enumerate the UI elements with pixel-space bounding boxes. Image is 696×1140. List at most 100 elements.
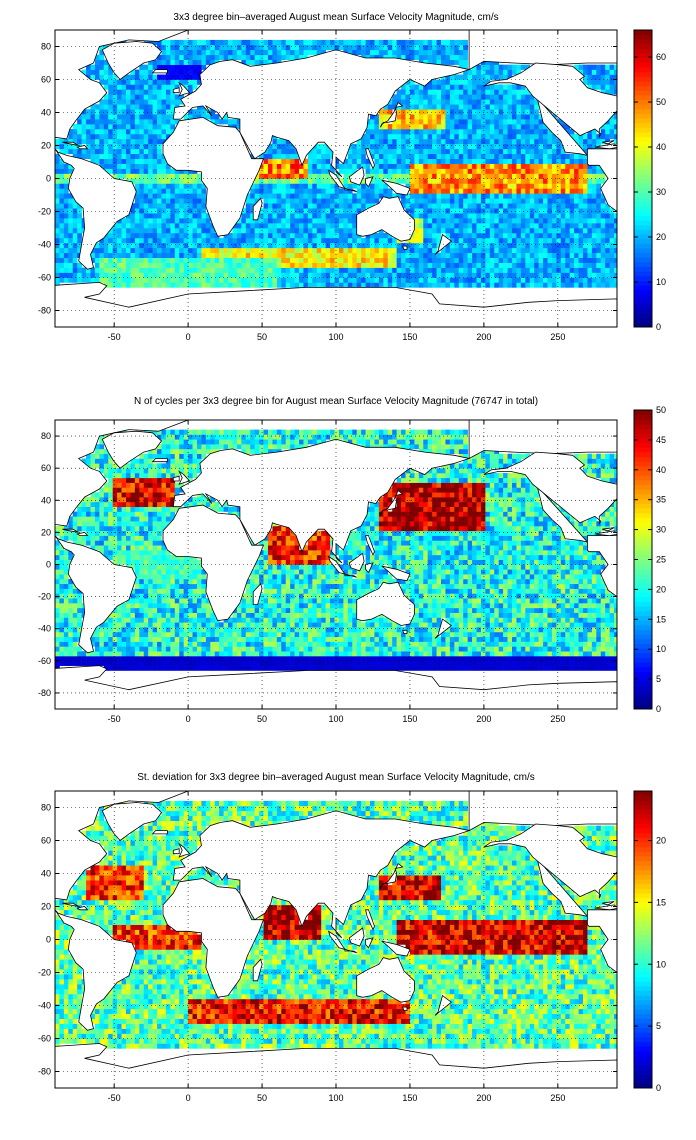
heatmap-cell <box>605 228 610 234</box>
heatmap-cell <box>201 237 207 244</box>
heatmap-cell <box>472 168 477 174</box>
heatmap-cell <box>316 168 322 174</box>
heatmap-cell <box>148 109 153 115</box>
heatmap-cell <box>148 138 153 145</box>
heatmap-cell <box>272 203 278 209</box>
heatmap-cell <box>121 282 127 288</box>
heatmap-cell <box>600 69 606 75</box>
heatmap-cell <box>427 277 433 283</box>
heatmap-cell <box>454 59 460 65</box>
heatmap-cell <box>374 257 380 263</box>
landmass <box>587 148 617 212</box>
heatmap-cell <box>338 198 344 204</box>
heatmap-cell <box>245 651 251 657</box>
heatmap-cell <box>520 89 526 95</box>
heatmap-cell <box>511 94 517 100</box>
heatmap-cell <box>134 282 140 288</box>
heatmap-cell <box>387 39 393 46</box>
heatmap-cell <box>370 247 375 254</box>
heatmap-cell <box>192 114 198 120</box>
heatmap-cell <box>108 656 113 662</box>
heatmap-cell <box>414 651 420 657</box>
heatmap-cell <box>596 218 602 224</box>
heatmap-cell <box>338 208 344 214</box>
heatmap-cell <box>143 237 149 244</box>
heatmap-cell <box>294 252 300 258</box>
heatmap-cell <box>463 252 468 258</box>
heatmap-cell <box>503 124 508 130</box>
heatmap-cell <box>503 138 508 145</box>
heatmap-cell <box>117 99 122 105</box>
heatmap-cell <box>259 44 264 51</box>
heatmap-cell <box>134 257 140 263</box>
heatmap-cell <box>534 104 539 110</box>
heatmap-cell <box>560 242 566 249</box>
heatmap-cell <box>263 247 269 254</box>
heatmap-cell <box>179 277 184 283</box>
heatmap-cell <box>117 656 122 662</box>
heatmap-cell <box>210 114 216 120</box>
heatmap-cell <box>90 124 96 130</box>
heatmap-cell <box>210 272 216 278</box>
heatmap-cell <box>436 94 442 100</box>
heatmap-cell <box>534 208 539 214</box>
heatmap-cell <box>423 99 428 105</box>
heatmap-cell <box>267 148 273 155</box>
heatmap-cell <box>436 99 442 105</box>
heatmap-cell <box>312 158 318 164</box>
heatmap-cell <box>338 218 344 224</box>
heatmap-cell <box>312 651 318 657</box>
heatmap-cell <box>325 148 331 155</box>
heatmap-cell <box>365 267 371 273</box>
heatmap-cell <box>99 59 105 65</box>
heatmap-cell <box>334 257 340 263</box>
heatmap-cell <box>467 651 473 657</box>
heatmap-cell <box>507 129 513 135</box>
heatmap-cell <box>112 74 118 80</box>
heatmap-cell <box>223 242 229 249</box>
heatmap-cell <box>290 183 295 189</box>
heatmap-cell <box>272 272 278 278</box>
heatmap-cell <box>356 158 362 164</box>
heatmap-cell <box>370 178 375 184</box>
heatmap-cell <box>347 223 353 229</box>
heatmap-cell <box>134 277 140 283</box>
heatmap-cell <box>205 213 211 219</box>
heatmap-cell <box>476 129 482 135</box>
heatmap-cell <box>432 173 437 179</box>
heatmap-cell <box>480 183 486 189</box>
heatmap-cell <box>55 277 60 283</box>
heatmap-cell <box>201 39 207 46</box>
heatmap-cell <box>525 119 531 125</box>
heatmap-cell <box>494 257 499 263</box>
heatmap-cell <box>214 119 220 125</box>
heatmap-cell <box>423 188 428 194</box>
heatmap-cell <box>596 69 602 75</box>
heatmap-cell <box>498 237 504 244</box>
heatmap-cell <box>551 262 557 268</box>
heatmap-cell <box>489 198 495 204</box>
heatmap-cell <box>232 277 238 283</box>
heatmap-cell <box>560 277 566 283</box>
heatmap-cell <box>81 148 87 155</box>
heatmap-cell <box>161 133 167 140</box>
heatmap-cell <box>232 651 238 657</box>
heatmap-cell <box>449 178 455 184</box>
heatmap-cell <box>321 188 326 194</box>
heatmap-cell <box>290 252 295 258</box>
heatmap-cell <box>77 277 82 283</box>
heatmap-cell <box>125 168 131 174</box>
heatmap-cell <box>503 218 508 224</box>
heatmap-cell <box>214 242 220 249</box>
heatmap-cell <box>476 119 482 125</box>
heatmap-cell <box>285 178 291 184</box>
heatmap-cell <box>170 656 176 662</box>
heatmap-cell <box>94 104 100 110</box>
heatmap-cell <box>86 660 91 666</box>
heatmap-cell <box>445 277 451 283</box>
heatmap-cell <box>525 64 531 70</box>
heatmap-cell <box>68 247 74 254</box>
heatmap-cell <box>152 242 158 249</box>
heatmap-cell <box>480 277 486 283</box>
heatmap-cell <box>299 277 304 283</box>
